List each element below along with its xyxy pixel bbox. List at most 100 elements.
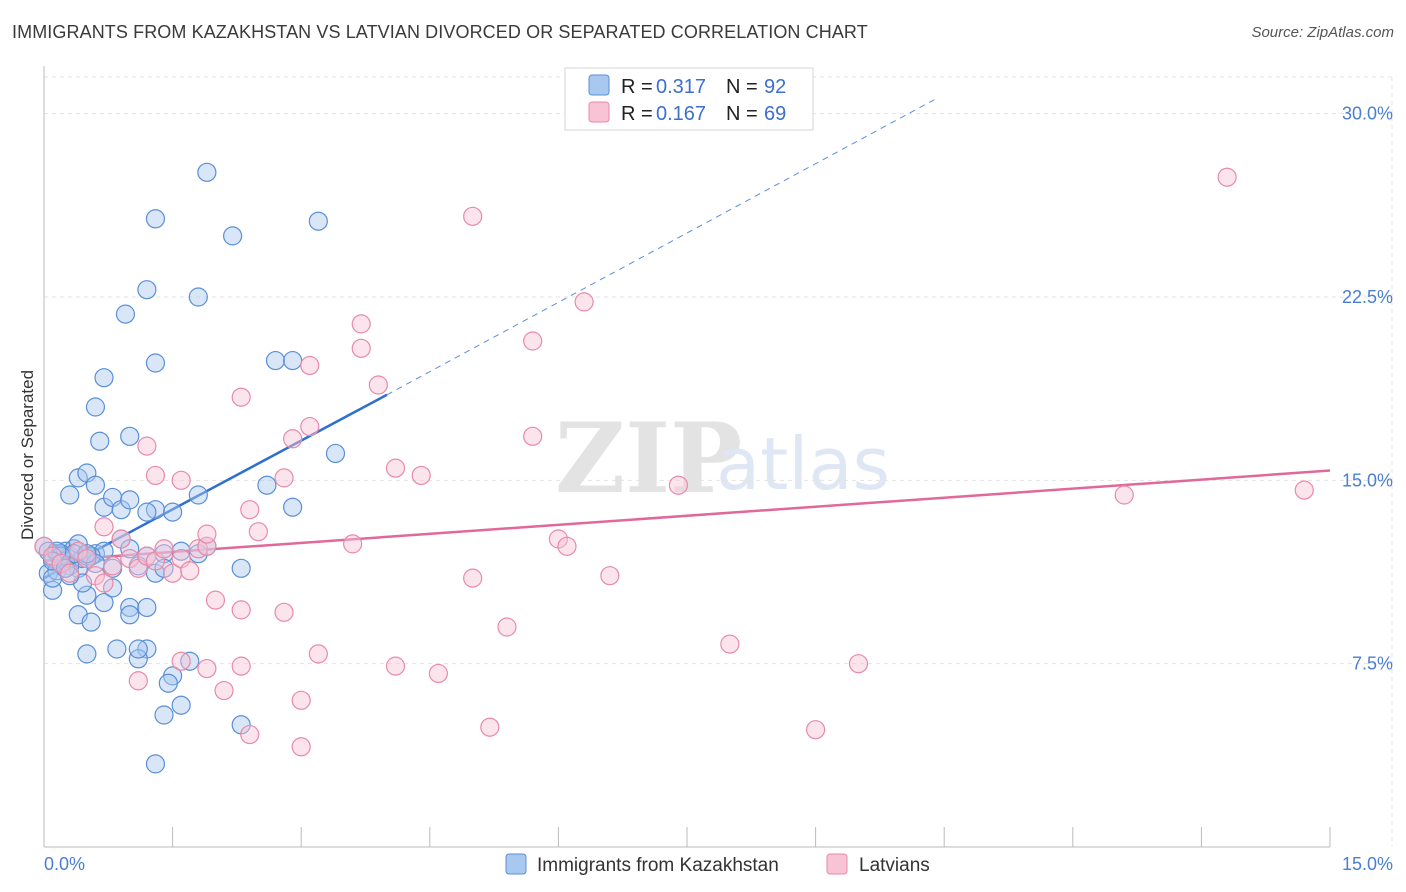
legend-swatch-latvians bbox=[826, 853, 848, 875]
point-latvians bbox=[480, 717, 500, 737]
point-latvians bbox=[231, 656, 251, 676]
point-kazakhstan bbox=[120, 605, 140, 625]
point-kazakhstan bbox=[145, 754, 166, 774]
y-tick-label: 30.0% bbox=[1342, 104, 1393, 124]
legend-swatch-pink bbox=[588, 101, 610, 123]
point-latvians bbox=[848, 654, 869, 674]
point-kazakhstan bbox=[145, 353, 166, 373]
series-latvians-points bbox=[34, 167, 1314, 757]
point-latvians bbox=[351, 338, 371, 358]
point-latvians bbox=[248, 522, 268, 542]
point-latvians bbox=[197, 658, 217, 679]
point-latvians bbox=[574, 292, 594, 312]
point-latvians bbox=[94, 517, 114, 537]
point-latvians bbox=[308, 644, 328, 664]
legend-series: Immigrants from Kazakhstan Latvians bbox=[505, 853, 930, 876]
watermark-atlas: atlas bbox=[716, 422, 890, 506]
point-kazakhstan bbox=[81, 612, 101, 632]
legend-n-label: N = bbox=[726, 76, 758, 98]
point-kazakhstan bbox=[137, 280, 157, 300]
point-kazakhstan bbox=[171, 695, 191, 715]
point-latvians bbox=[231, 600, 251, 620]
legend-r-label: R = bbox=[621, 103, 653, 125]
y-tick-label: 15.0% bbox=[1342, 470, 1393, 490]
point-latvians bbox=[343, 534, 363, 554]
x-tick-label: 0.0% bbox=[44, 854, 85, 874]
point-latvians bbox=[180, 561, 200, 581]
point-kazakhstan bbox=[77, 644, 97, 664]
point-kazakhstan bbox=[85, 475, 106, 495]
point-kazakhstan bbox=[94, 592, 114, 613]
legend-r-value: 0.317 bbox=[656, 76, 706, 98]
point-latvians bbox=[291, 690, 311, 710]
point-latvians bbox=[231, 387, 251, 407]
point-latvians bbox=[385, 656, 406, 676]
point-latvians bbox=[497, 617, 517, 637]
legend-r-value: 0.167 bbox=[656, 103, 706, 125]
point-latvians bbox=[283, 429, 303, 449]
point-latvians bbox=[300, 416, 320, 437]
watermark-zip: ZIP bbox=[555, 402, 742, 515]
point-latvians bbox=[197, 524, 217, 544]
point-kazakhstan bbox=[115, 304, 136, 324]
point-latvians bbox=[368, 375, 388, 395]
point-latvians bbox=[214, 680, 234, 701]
point-kazakhstan bbox=[107, 639, 127, 659]
point-kazakhstan bbox=[120, 597, 140, 618]
point-latvians bbox=[205, 590, 226, 610]
point-latvians bbox=[523, 426, 543, 446]
legend-correlation: R = 0.317 N = 92 R = 0.167 N = 69 bbox=[564, 67, 814, 131]
legend-label-latvians: Latvians bbox=[859, 855, 930, 876]
point-latvians bbox=[300, 355, 320, 376]
point-latvians bbox=[668, 475, 689, 495]
point-kazakhstan bbox=[231, 558, 251, 578]
point-kazakhstan bbox=[145, 209, 166, 229]
point-kazakhstan bbox=[265, 350, 286, 371]
point-kazakhstan bbox=[85, 397, 106, 417]
y-tick-label: 7.5% bbox=[1352, 654, 1393, 674]
point-kazakhstan bbox=[283, 497, 303, 517]
point-kazakhstan bbox=[308, 211, 328, 231]
point-latvians bbox=[411, 465, 431, 486]
point-kazakhstan bbox=[188, 485, 208, 505]
point-latvians bbox=[171, 651, 191, 671]
point-latvians bbox=[291, 737, 311, 757]
chart-title: IMMIGRANTS FROM KAZAKHSTAN VS LATVIAN DI… bbox=[12, 22, 868, 42]
point-kazakhstan bbox=[137, 597, 157, 618]
y-axis-label: Divorced or Separated bbox=[18, 370, 37, 540]
point-kazakhstan bbox=[163, 502, 183, 522]
point-latvians bbox=[102, 556, 123, 576]
point-latvians bbox=[274, 602, 294, 622]
point-latvians bbox=[1114, 485, 1134, 505]
point-latvians bbox=[240, 500, 260, 520]
point-kazakhstan bbox=[325, 443, 346, 464]
legend-n-value: 69 bbox=[764, 103, 786, 125]
point-kazakhstan bbox=[128, 649, 148, 669]
point-kazakhstan bbox=[120, 426, 140, 446]
legend-n-value: 92 bbox=[764, 76, 786, 98]
legend-label-kazakhstan: Immigrants from Kazakhstan bbox=[537, 855, 779, 876]
point-kazakhstan bbox=[137, 502, 157, 522]
legend-swatch-kazakhstan bbox=[505, 853, 527, 875]
point-latvians bbox=[600, 566, 620, 586]
point-latvians bbox=[805, 720, 826, 740]
point-latvians bbox=[154, 539, 174, 559]
point-latvians bbox=[1294, 480, 1314, 500]
point-latvians bbox=[1217, 167, 1237, 187]
point-kazakhstan bbox=[60, 485, 80, 505]
point-latvians bbox=[428, 663, 448, 684]
gridlines bbox=[44, 76, 1393, 847]
point-kazakhstan bbox=[94, 368, 114, 388]
legend-r-label: R = bbox=[621, 76, 653, 98]
point-kazakhstan bbox=[128, 639, 148, 659]
point-latvians bbox=[60, 563, 80, 583]
point-kazakhstan bbox=[77, 585, 97, 605]
trendline-kazakhstan-extension bbox=[386, 98, 936, 396]
point-latvians bbox=[128, 671, 148, 691]
point-latvians bbox=[94, 573, 114, 593]
point-latvians bbox=[145, 465, 166, 486]
legend-swatch-blue bbox=[588, 74, 610, 96]
source-label: Source: ZipAtlas.com bbox=[1251, 24, 1394, 41]
point-latvians bbox=[463, 206, 483, 226]
point-latvians bbox=[137, 436, 157, 456]
